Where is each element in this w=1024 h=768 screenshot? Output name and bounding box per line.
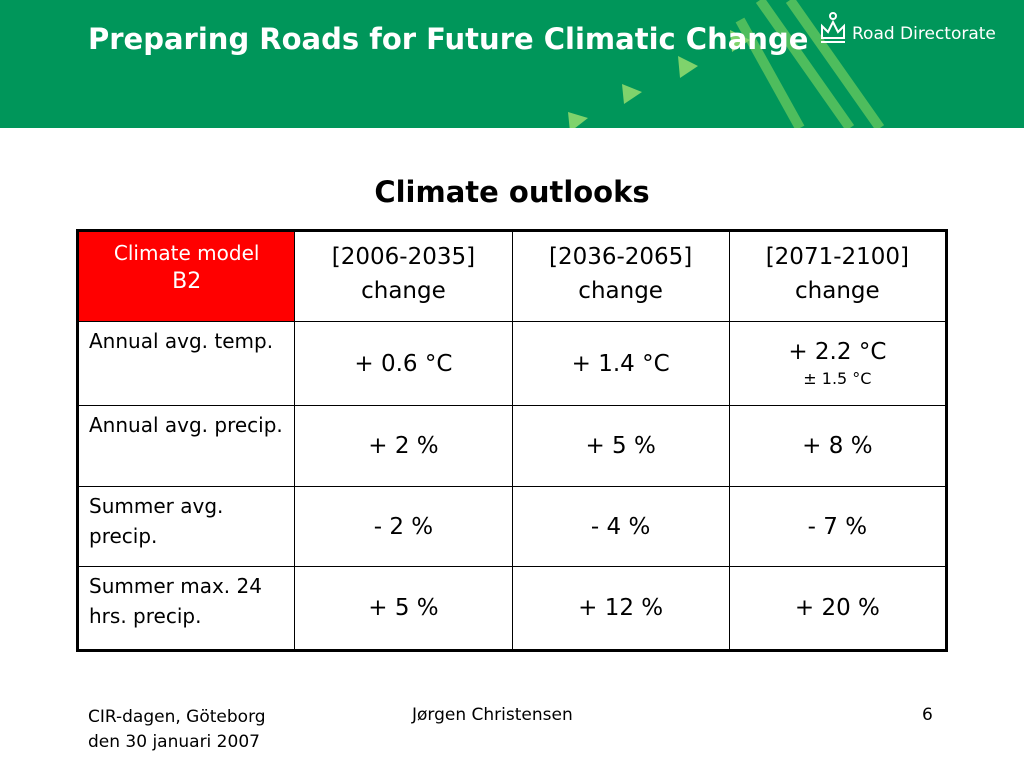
table-cell: + 0.6 °C xyxy=(294,321,513,406)
row-label: Annual avg. temp. xyxy=(76,321,296,406)
row-label: Summer max. 24 hrs. precip. xyxy=(76,566,296,651)
table-cell-value: + 2.2 °C xyxy=(788,339,887,365)
table-cell: + 5 % xyxy=(294,566,513,651)
table-cell: + 5 % xyxy=(511,405,730,487)
road-directorate-logo: Road Directorate xyxy=(818,8,1024,58)
table-cell: - 4 % xyxy=(511,486,730,567)
crown-icon xyxy=(821,12,845,43)
period-header-3: [2071-2100] change xyxy=(728,230,948,322)
footer-presenter: Jørgen Christensen xyxy=(412,705,573,725)
row-label: Annual avg. precip. xyxy=(76,405,296,487)
table-row: Summer avg. precip. - 2 % - 4 % - 7 % xyxy=(76,486,948,567)
period-range: [2071-2100] xyxy=(765,244,910,270)
climate-model-scenario: B2 xyxy=(172,269,202,294)
header-banner: Preparing Roads for Future Climatic Chan… xyxy=(0,0,1024,128)
slide-title: Climate outlooks xyxy=(374,175,650,209)
row-label: Summer avg. precip. xyxy=(76,486,296,567)
table-cell: + 1.4 °C xyxy=(511,321,730,406)
logo-text: Road Directorate xyxy=(852,24,996,44)
uncertainty-note: ± 1.5 °C xyxy=(803,369,872,388)
climate-model-cell: Climate model B2 xyxy=(76,230,296,322)
table-row: Summer max. 24 hrs. precip. + 5 % + 12 %… xyxy=(76,566,948,651)
table-cell: + 2.2 °C ± 1.5 °C xyxy=(728,321,948,406)
period-header-1: [2006-2035] change xyxy=(294,230,513,322)
period-header-2: [2036-2065] change xyxy=(511,230,730,322)
table-cell: + 8 % xyxy=(728,405,948,487)
deck-title: Preparing Roads for Future Climatic Chan… xyxy=(88,22,809,56)
table-header-row: Climate model B2 [2006-2035] change [203… xyxy=(76,230,948,322)
period-range: [2006-2035] xyxy=(331,244,476,270)
page-number: 6 xyxy=(922,705,933,725)
period-unit: change xyxy=(795,278,880,304)
table-row: Annual avg. temp. + 0.6 °C + 1.4 °C + 2.… xyxy=(76,321,948,406)
table-cell: - 7 % xyxy=(728,486,948,567)
header-decoration xyxy=(568,0,885,128)
table-cell: + 12 % xyxy=(511,566,730,651)
table-cell: + 2 % xyxy=(294,405,513,487)
period-unit: change xyxy=(361,278,446,304)
climate-outlook-table: Climate model B2 [2006-2035] change [203… xyxy=(76,229,948,652)
table-cell: + 20 % xyxy=(728,566,948,651)
table-row: Annual avg. precip. + 2 % + 5 % + 8 % xyxy=(76,405,948,487)
climate-model-label: Climate model xyxy=(113,241,260,265)
period-unit: change xyxy=(578,278,663,304)
table-cell: - 2 % xyxy=(294,486,513,567)
footer-event: CIR-dagen, Göteborg den 30 januari 2007 xyxy=(88,707,266,752)
period-range: [2036-2065] xyxy=(548,244,693,270)
